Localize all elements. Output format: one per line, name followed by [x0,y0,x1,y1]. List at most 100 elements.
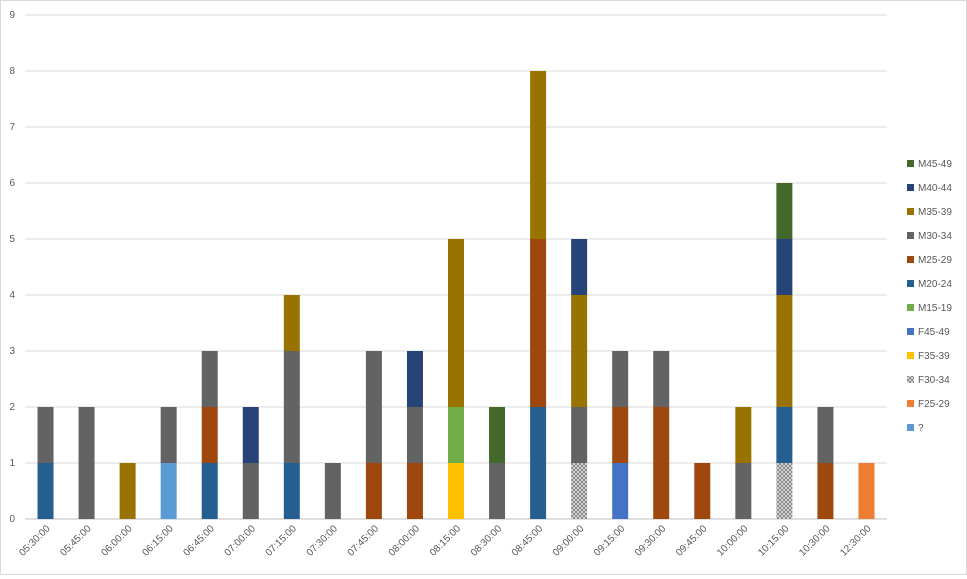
legend-label: ? [918,423,924,434]
legend-label: F30-34 [918,375,950,386]
bar-segment [489,463,506,519]
bar-segment [530,239,547,407]
y-tick-label: 1 [9,458,15,469]
bar-segment [694,463,711,519]
x-tick-label: 08:30:00 [469,523,505,559]
bar-segment [365,351,382,463]
x-tick-label: 08:15:00 [428,523,464,559]
bar-segment [201,351,218,407]
bar-segment [776,407,793,463]
legend-swatch [907,184,914,191]
bar-segment [817,463,834,519]
legend-label: F35-39 [918,351,950,362]
legend-label: M35-39 [918,207,952,218]
y-tick-label: 4 [9,290,15,301]
bar-segment [858,463,875,519]
bar-segment [817,407,834,463]
bar-segment [406,407,423,463]
legend-swatch [907,424,914,431]
x-tick-label: 09:00:00 [551,523,587,559]
legend-swatch [907,352,914,359]
bar-segment [201,407,218,463]
y-tick-label: 7 [9,122,15,133]
x-tick-label: 07:30:00 [305,523,341,559]
y-tick-label: 2 [9,402,15,413]
bar-segment [160,407,177,463]
x-tick-label: 09:15:00 [592,523,628,559]
x-tick-label: 08:45:00 [510,523,546,559]
x-tick-label: 08:00:00 [387,523,423,559]
bar-segment [735,407,752,463]
bar-segment [78,407,95,519]
x-tick-label: 09:45:00 [674,523,710,559]
legend-swatch [907,304,914,311]
bar-segment [530,71,547,239]
x-tick-label: 06:00:00 [99,523,135,559]
x-tick-label: 07:00:00 [223,523,259,559]
bar-segment [735,463,752,519]
bar-segment [653,351,670,407]
bar-segment [283,351,300,463]
legend-swatch [907,160,914,167]
bar-segment [776,239,793,295]
bars [37,71,875,519]
legend-swatch [907,232,914,239]
x-tick-label: 07:45:00 [346,523,382,559]
x-tick-labels: 05:30:00 05:45:00 06:00:00 06:15:00 06:45:00… [17,523,874,559]
legend-swatch [907,208,914,215]
legend-label: F25-29 [918,399,950,410]
y-tick-label: 5 [9,234,15,245]
y-tick-label: 8 [9,66,15,77]
x-tick-label: 06:15:00 [140,523,176,559]
bar-segment [406,463,423,519]
bar-segment [571,295,588,407]
bar-segment [776,295,793,407]
bar-segment [776,183,793,239]
bar-segment [242,463,259,519]
bar-segment [201,463,218,519]
legend-label: M45-49 [918,159,952,170]
legend-swatch [907,280,914,287]
bar-segment [612,351,629,407]
legend-label: M25-29 [918,255,952,266]
x-tick-label: 10:00:00 [715,523,751,559]
y-tick-label: 6 [9,178,15,189]
bar-segment [283,295,300,351]
legend-swatch [907,400,914,407]
legend-label: M30-34 [918,231,952,242]
bar-segment [448,407,464,463]
bar-segment [571,407,588,463]
bar-segment [37,463,54,519]
y-tick-label: 0 [9,514,15,525]
legend-swatch [907,328,914,335]
y-tick-label: 3 [9,346,15,357]
bar-segment [324,463,341,519]
bar-segment [119,463,136,519]
y-tick-labels: 0 1 2 3 4 5 6 7 8 9 [9,10,15,525]
bar-segment [365,463,382,519]
x-tick-label: 10:15:00 [756,523,792,559]
bar-segment [489,407,506,463]
bar-segment [448,239,464,407]
y-tick-label: 9 [9,10,15,21]
bar-segment [242,407,259,463]
x-tick-label: 09:30:00 [633,523,669,559]
x-tick-label: 05:30:00 [17,523,53,559]
bar-segment [612,407,629,463]
x-tick-label: 05:45:00 [58,523,94,559]
bar-segment [448,463,464,519]
legend-label: M15-19 [918,303,952,314]
bar-segment [530,407,547,519]
bar-segment [160,463,177,519]
x-tick-label: 12:30:00 [838,523,874,559]
x-tick-label: 10:30:00 [797,523,833,559]
x-tick-label: 07:15:00 [264,523,300,559]
legend-label: M40-44 [918,183,952,194]
bar-segment [776,463,793,519]
legend-label: F45-49 [918,327,950,338]
bar-segment [653,407,670,519]
bar-segment [37,407,54,463]
legend: M45-49 M40-44 M35-39 M30-34 M25-29 M20-24 M15-… [907,159,952,434]
legend-label: M20-24 [918,279,952,290]
